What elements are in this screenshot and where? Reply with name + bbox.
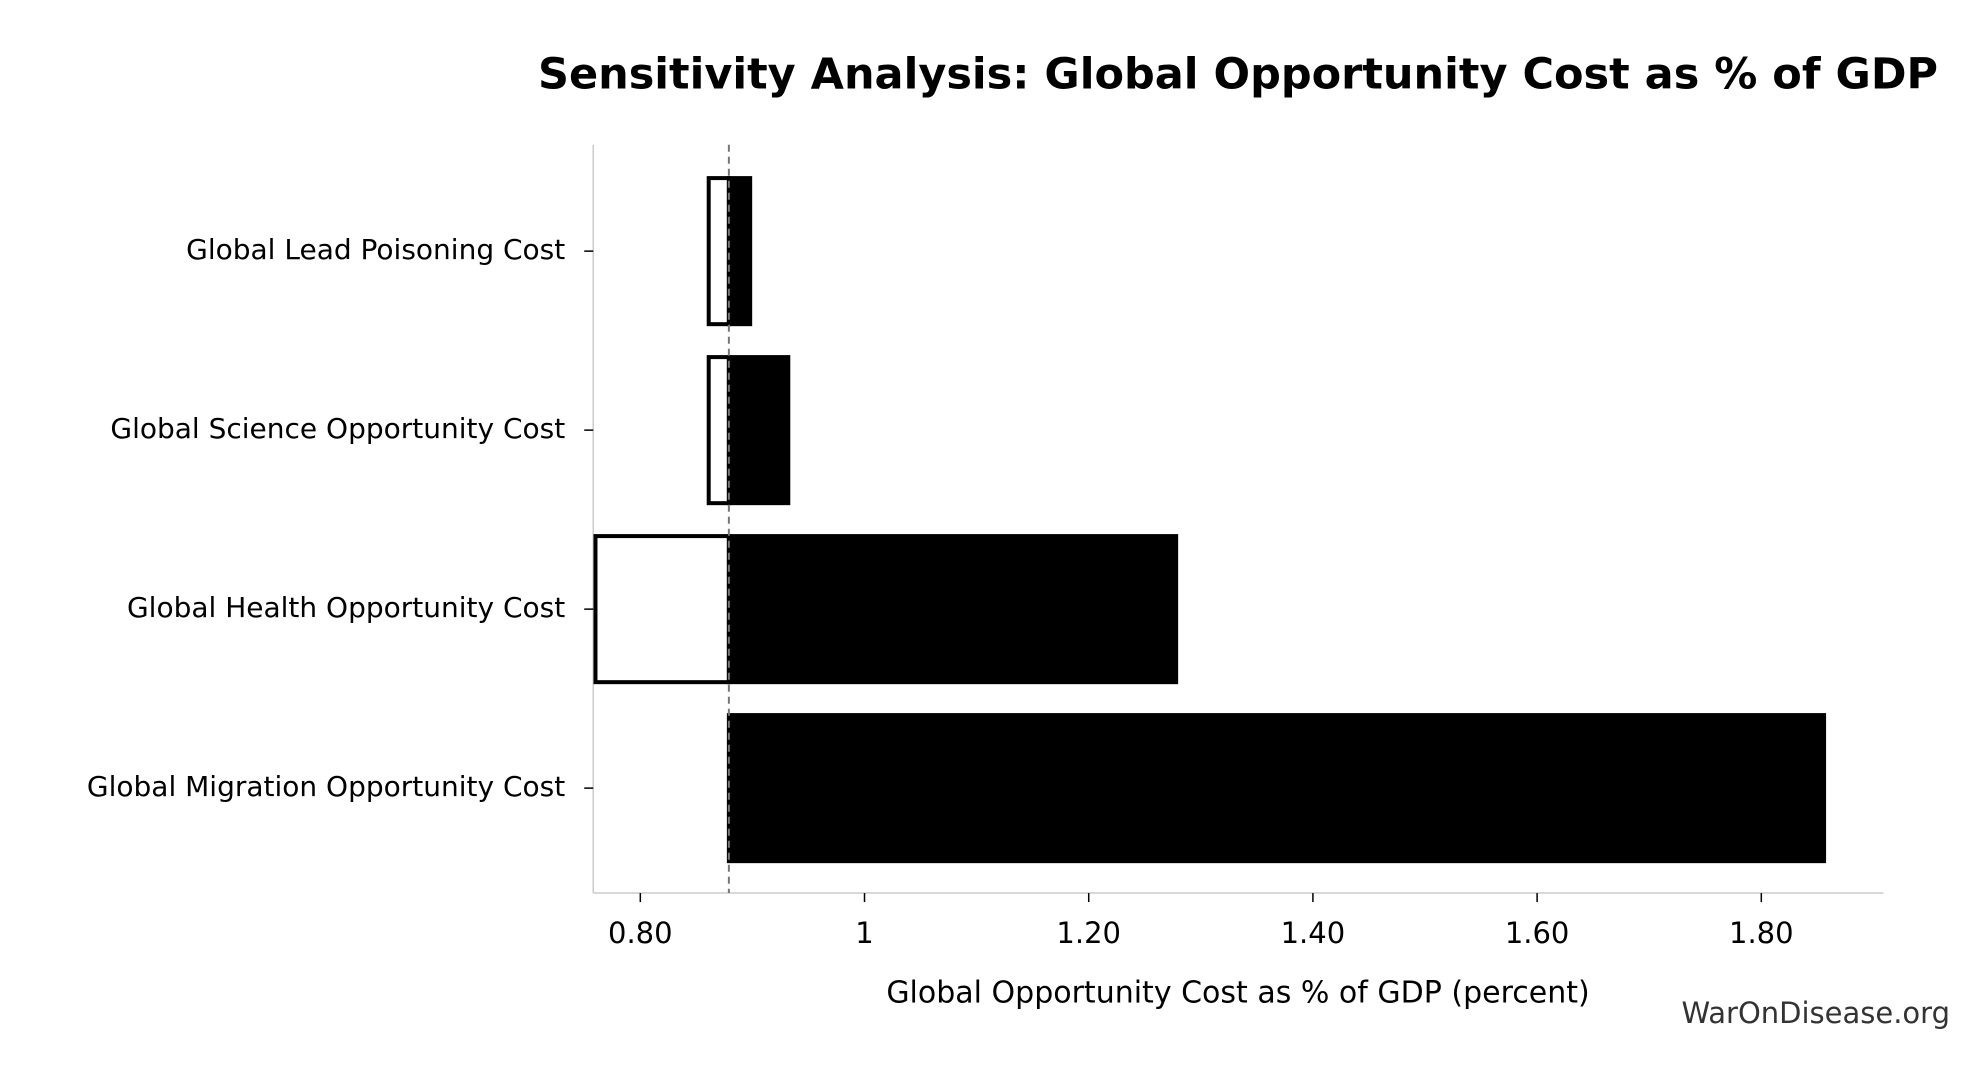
y-tick-label: Global Health Opportunity Cost bbox=[127, 591, 565, 624]
bar bbox=[726, 534, 1179, 685]
x-tick-label: 1 bbox=[855, 916, 873, 950]
bar bbox=[726, 355, 791, 506]
chart-title: Sensitivity Analysis: Global Opportunity… bbox=[538, 50, 1938, 100]
x-axis-label: Global Opportunity Cost as % of GDP (per… bbox=[886, 976, 1589, 1011]
bar bbox=[726, 176, 753, 327]
y-tick-label: Global Migration Opportunity Cost bbox=[87, 770, 565, 803]
bar bbox=[706, 176, 731, 327]
x-tick-label: 1.20 bbox=[1056, 916, 1121, 950]
bar bbox=[726, 713, 1827, 864]
x-tick-label: 0.80 bbox=[608, 916, 673, 950]
x-tick-label: 1.80 bbox=[1729, 916, 1794, 950]
bar bbox=[706, 355, 731, 506]
bar bbox=[593, 534, 731, 685]
y-tick-label: Global Lead Poisoning Cost bbox=[186, 233, 565, 266]
x-tick-label: 1.40 bbox=[1281, 916, 1346, 950]
y-tick-label: Global Science Opportunity Cost bbox=[110, 412, 565, 445]
watermark: WarOnDisease.org bbox=[1681, 996, 1950, 1030]
x-tick-label: 1.60 bbox=[1505, 916, 1570, 950]
